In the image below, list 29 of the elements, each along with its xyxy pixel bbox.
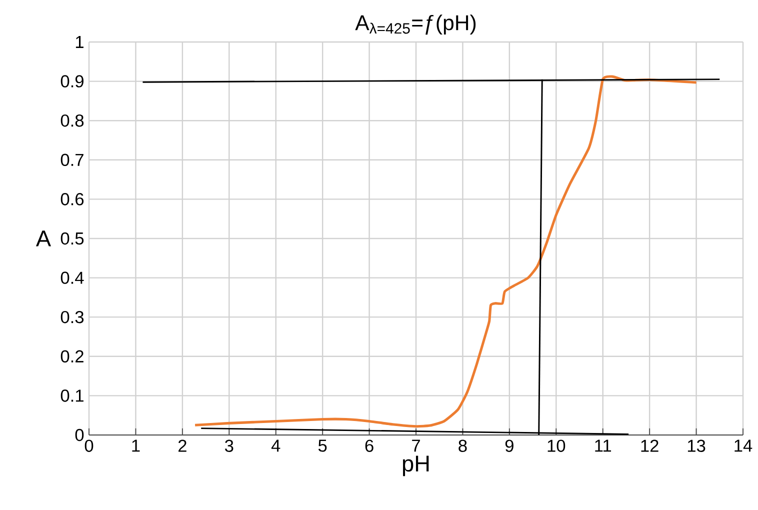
x-tick-label: 10 [548,440,566,452]
y-tick-label: 0.2 [60,350,84,363]
y-tick-label: 0.6 [60,193,84,206]
x-tick-label: 1 [132,440,140,452]
x-tick-label: 7 [412,440,420,452]
x-tick-label: 3 [224,440,234,452]
x-tick-label: 4 [271,440,280,452]
y-tick-label: 0.7 [60,154,84,166]
x-tick-label: 0 [84,440,94,452]
x-tick-label: 8 [458,440,467,452]
x-tick-label: 5 [318,440,327,452]
y-tick-label: 0 [75,428,84,442]
x-tick-label: 14 [734,440,752,452]
x-axis-title: pH [402,456,429,476]
y-axis-title: A [36,230,52,246]
y-tick-label: 1 [76,36,84,48]
x-tick-label: 9 [505,440,514,452]
y-tick-label: 0.5 [60,232,84,245]
x-tick-label: 11 [595,440,612,452]
chart-title: A$_{λ=425}$=ƒ(pH) [355,14,476,35]
y-tick-label: 0.1 [60,390,84,402]
x-tick-label: 2 [178,440,186,452]
y-tick-label: 0.9 [60,75,84,88]
x-tick-label: 13 [688,440,706,452]
x-tick-label: 12 [641,440,658,452]
x-tick-label: 6 [365,440,374,452]
y-tick-label: 0.8 [60,114,84,127]
y-tick-label: 0.4 [60,272,84,284]
y-tick-label: 0.3 [60,310,84,324]
